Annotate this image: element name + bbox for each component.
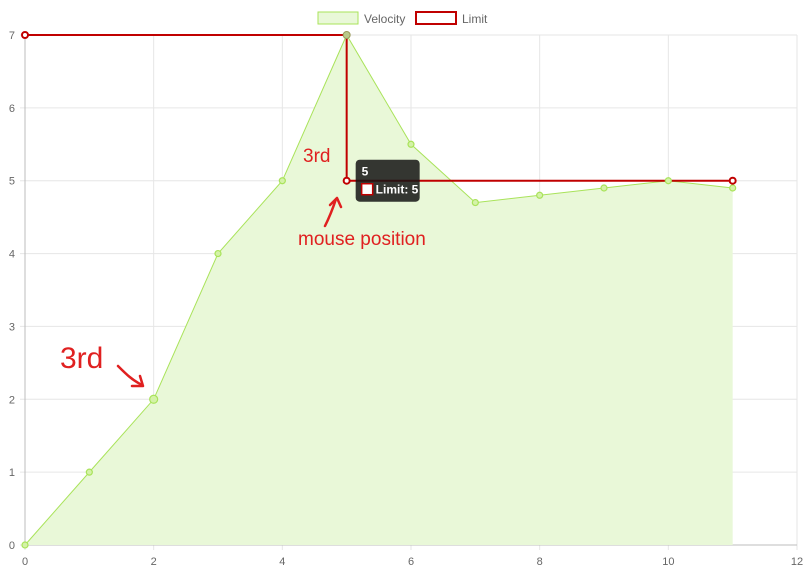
legend-swatch[interactable]: [415, 11, 457, 25]
tooltip-title: 5: [362, 165, 369, 179]
y-tick-label: 5: [9, 176, 15, 188]
tooltip-color-swatch: [360, 182, 374, 196]
annotation-3rd-large: 3rd: [60, 342, 103, 375]
annotation-3rd-small: 3rd: [303, 146, 330, 167]
x-tick-label: 10: [662, 556, 674, 568]
y-tick-label: 2: [9, 394, 15, 406]
y-tick-label: 0: [9, 540, 15, 552]
annotations: 3rd 3rd mouse position: [60, 146, 426, 388]
annotation-mouse-position: mouse position: [298, 229, 426, 250]
velocity-point[interactable]: [536, 191, 544, 199]
velocity-point[interactable]: [278, 177, 286, 185]
x-tick-label: 6: [408, 556, 414, 568]
x-tick-label: 0: [22, 556, 28, 568]
x-tick-label: 12: [791, 556, 803, 568]
velocity-point[interactable]: [149, 394, 159, 404]
y-tick-label: 1: [9, 467, 15, 479]
velocity-point[interactable]: [407, 140, 415, 148]
tooltip: 5 Limit: 5: [355, 159, 420, 202]
legend-label[interactable]: Velocity: [364, 12, 405, 26]
limit-line: [25, 34, 733, 182]
annotation-arrowhead-mouse: [328, 196, 343, 209]
velocity-point[interactable]: [85, 468, 93, 476]
limit-point[interactable]: [728, 176, 737, 185]
annotation-arrowhead-large: [130, 374, 145, 388]
velocity-point[interactable]: [729, 184, 737, 192]
annotation-arrow-large: [116, 364, 144, 387]
legend-swatch[interactable]: [317, 11, 359, 25]
legend-label[interactable]: Limit: [462, 12, 488, 26]
velocity-point[interactable]: [214, 249, 222, 258]
x-tick-label: 4: [279, 556, 285, 568]
y-tick-label: 7: [9, 30, 15, 42]
velocity-line: [24, 33, 733, 546]
velocity-point[interactable]: [471, 198, 479, 207]
x-tick-label: 8: [537, 556, 543, 568]
velocity-point[interactable]: [600, 184, 608, 192]
velocity-point-peak[interactable]: [342, 31, 351, 39]
x-tick-label: 2: [151, 556, 157, 568]
velocity-point[interactable]: [21, 541, 29, 549]
y-tick-label: 4: [9, 249, 15, 261]
y-tick-label: 3: [9, 321, 15, 333]
limit-point[interactable]: [21, 31, 29, 39]
chart-series: [21, 31, 737, 549]
limit-point[interactable]: [342, 176, 351, 185]
y-tick-label: 6: [9, 103, 15, 115]
velocity-point[interactable]: [664, 177, 672, 185]
velocity-area-fill: [25, 35, 733, 545]
tooltip-body: Limit: 5: [376, 183, 419, 197]
chart-legend[interactable]: Velocity Limit: [317, 11, 488, 26]
